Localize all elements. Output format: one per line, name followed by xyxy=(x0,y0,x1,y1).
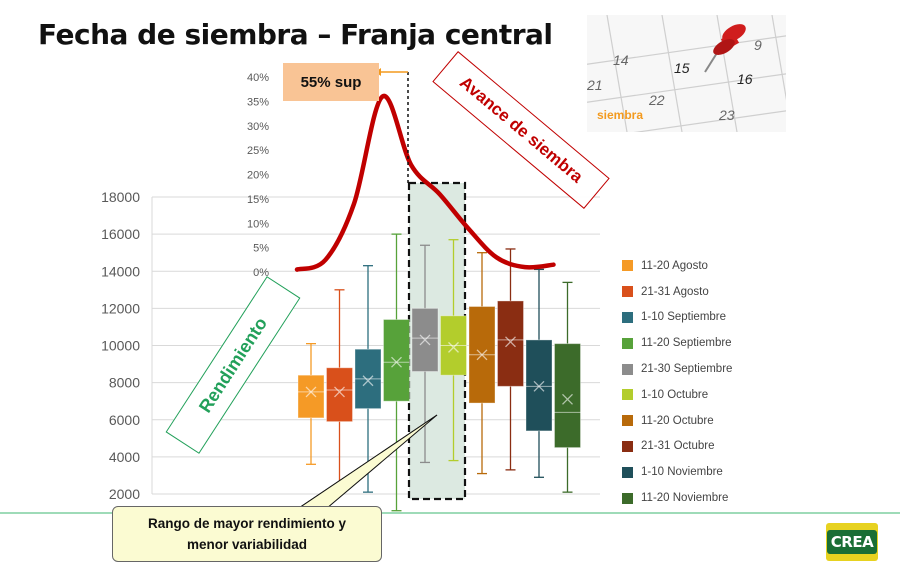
mean-marker xyxy=(562,393,573,405)
pct-tick-label: 5% xyxy=(253,243,269,255)
legend-swatch xyxy=(622,466,633,478)
box-body xyxy=(554,343,581,449)
legend-item: 21-31 Agosto xyxy=(622,279,732,305)
legend-item: 21-31 Octubre xyxy=(622,434,732,460)
y-tick-label: 2000 xyxy=(109,486,140,502)
mean-marker xyxy=(419,334,431,346)
calendar-number: 9 xyxy=(754,37,762,53)
box-body xyxy=(297,374,325,419)
legend-label: 11-20 Septiembre xyxy=(641,337,732,350)
legend-label: 21-31 Octubre xyxy=(641,440,715,453)
legend-item: 11-20 Septiembre xyxy=(622,330,732,356)
legend: 11-20 Agosto 21-31 Agosto 1-10 Septiembre 1… xyxy=(622,253,732,511)
legend-item: 1-10 Noviembre xyxy=(622,459,732,485)
box-body xyxy=(497,300,524,387)
legend-swatch xyxy=(622,492,633,504)
legend-swatch xyxy=(622,440,633,452)
pct-tick-label: 40% xyxy=(247,72,269,84)
legend-item: 11-20 Octubre xyxy=(622,408,732,434)
crea-logo-text: CREA xyxy=(826,530,878,554)
page-title: Fecha de siembra – Franja central xyxy=(38,18,553,51)
legend-item: 11-20 Noviembre xyxy=(622,485,732,511)
legend-item: 1-10 Septiembre xyxy=(622,305,732,331)
legend-swatch xyxy=(622,415,633,427)
y-tick-label: 4000 xyxy=(109,449,140,465)
calendar-number: 16 xyxy=(737,71,753,87)
legend-label: 1-10 Octubre xyxy=(641,388,709,401)
legend-item: 21-30 Septiembre xyxy=(622,356,732,382)
calendar-image: 14 15 16 21 22 23 9 siembra xyxy=(587,15,786,132)
pct-tick-label: 20% xyxy=(247,170,269,182)
mean-marker xyxy=(448,341,459,353)
y-tick-label: 18000 xyxy=(101,189,140,205)
legend-label: 11-20 Noviembre xyxy=(641,492,729,505)
legend-label: 1-10 Septiembre xyxy=(641,311,727,324)
pct-tick-label: 35% xyxy=(247,96,269,108)
box-4 xyxy=(383,233,410,512)
legend-swatch xyxy=(622,260,633,272)
box-body xyxy=(383,319,410,402)
box-2 xyxy=(326,289,353,491)
box-3 xyxy=(354,265,382,493)
box-body xyxy=(525,339,553,432)
box-5 xyxy=(411,244,439,464)
box-body xyxy=(326,367,353,423)
sup-callout: 55% sup xyxy=(283,63,379,101)
y-tick-label: 10000 xyxy=(101,338,140,354)
pct-tick-label: 0% xyxy=(253,267,269,279)
rango-callout-line2: menor variabilidad xyxy=(186,537,308,552)
legend-swatch xyxy=(622,337,633,349)
calendar-number: 22 xyxy=(649,92,665,108)
mean-marker xyxy=(533,380,545,392)
box-8 xyxy=(497,248,524,471)
box-1 xyxy=(297,342,325,465)
rango-callout: Rango de mayor rendimiento y menor varia… xyxy=(112,506,382,562)
box-10 xyxy=(554,281,581,493)
box-7 xyxy=(468,252,496,475)
legend-label: 21-31 Agosto xyxy=(641,285,709,298)
calendar-number: 21 xyxy=(587,77,603,93)
mean-marker xyxy=(505,336,516,348)
rango-callout-line1: Rango de mayor rendimiento y xyxy=(147,516,347,531)
pct-tick-label: 10% xyxy=(247,218,269,230)
calendar-number: 23 xyxy=(719,107,735,123)
y-tick-label: 6000 xyxy=(109,412,140,428)
legend-swatch xyxy=(622,311,633,323)
avance-curve xyxy=(294,94,556,272)
legend-swatch xyxy=(622,389,633,401)
legend-item: 1-10 Octubre xyxy=(622,382,732,408)
pct-tick-label: 30% xyxy=(247,121,269,133)
calendar-number: 15 xyxy=(674,60,690,76)
box-6 xyxy=(440,239,467,462)
y-tick-label: 14000 xyxy=(101,263,140,279)
y-tick-label: 8000 xyxy=(109,375,140,391)
legend-item: 11-20 Agosto xyxy=(622,253,732,279)
calendar-caption: siembra xyxy=(597,108,644,122)
box-9 xyxy=(525,268,553,478)
legend-swatch xyxy=(622,363,633,375)
mean-marker xyxy=(391,356,402,368)
legend-label: 11-20 Octubre xyxy=(641,414,714,427)
legend-label: 21-30 Septiembre xyxy=(641,363,733,376)
calendar-number: 14 xyxy=(613,52,629,68)
mean-marker xyxy=(362,375,374,387)
mean-marker xyxy=(476,349,488,361)
pct-tick-label: 15% xyxy=(247,194,269,206)
legend-label: 11-20 Agosto xyxy=(641,259,708,272)
y-tick-label: 12000 xyxy=(101,300,140,316)
y-tick-label: 16000 xyxy=(101,226,140,242)
legend-swatch xyxy=(622,286,633,298)
mean-marker xyxy=(305,386,317,398)
pushpin-icon xyxy=(704,24,746,73)
pct-tick-label: 25% xyxy=(247,145,269,157)
mean-marker xyxy=(334,386,345,398)
crea-logo: CREA xyxy=(826,523,878,561)
legend-label: 1-10 Noviembre xyxy=(641,466,723,479)
